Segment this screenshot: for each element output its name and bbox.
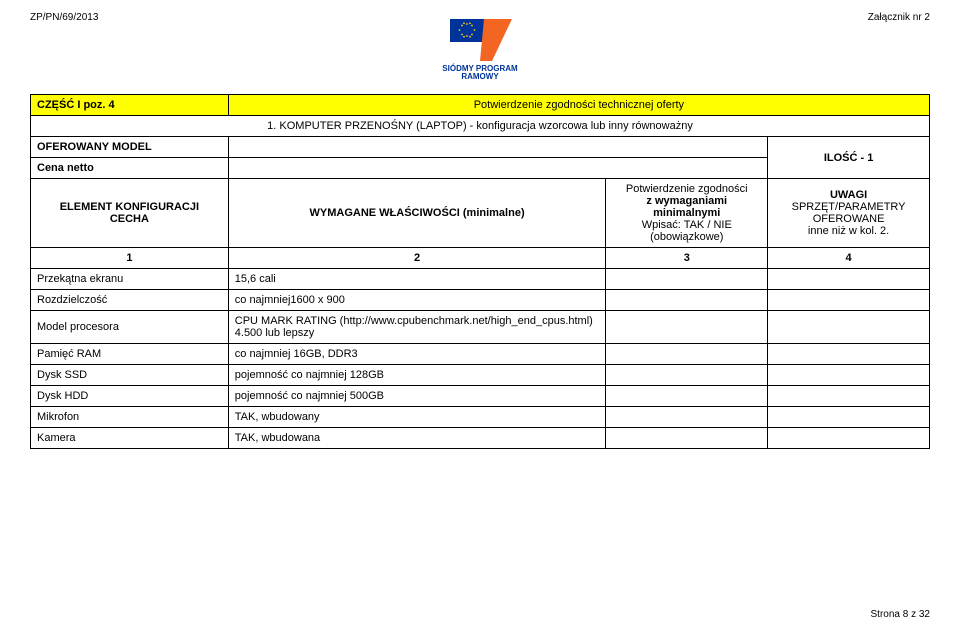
hdr-3: Potwierdzenie zgodności z wymaganiami mi… — [606, 179, 768, 248]
logo-block: SIÓDMY PROGRAM RAMOWY — [30, 17, 930, 84]
qty-label: ILOŚĆ - 1 — [768, 137, 930, 179]
row-notes-input[interactable] — [768, 407, 930, 428]
colnum-row: 1 2 3 4 — [31, 248, 930, 269]
offered-row: OFEROWANY MODEL ILOŚĆ - 1 — [31, 137, 930, 158]
offered-model-label: OFEROWANY MODEL — [31, 137, 229, 158]
row-confirm-input[interactable] — [606, 407, 768, 428]
offered-model-input[interactable] — [228, 137, 767, 158]
logo-text-2: RAMOWY — [435, 73, 525, 81]
row-label: Model procesora — [31, 311, 229, 344]
hdr-2: WYMAGANE WŁAŚCIWOŚCI (minimalne) — [228, 179, 606, 248]
part-label: CZĘŚĆ I poz. 4 — [31, 95, 229, 116]
row-notes-input[interactable] — [768, 344, 930, 365]
row-label: Przekątna ekranu — [31, 269, 229, 290]
row-label: Dysk HDD — [31, 386, 229, 407]
page-footer: Strona 8 z 32 — [871, 609, 930, 620]
fp7-logo-icon: SIÓDMY PROGRAM RAMOWY — [435, 17, 525, 81]
row-label: Rozdzielczość — [31, 290, 229, 311]
subtitle-row: 1. KOMPUTER PRZENOŚNY (LAPTOP) - konfigu… — [31, 116, 930, 137]
hdr-3-l2: z wymaganiami minimalnymi — [612, 195, 761, 219]
netto-label: Cena netto — [31, 158, 229, 179]
hdr-4: UWAGI SPRZĘT/PARAMETRY OFEROWANE inne ni… — [768, 179, 930, 248]
attachment-label: Załącznik nr 2 — [868, 12, 930, 23]
subtitle: 1. KOMPUTER PRZENOŚNY (LAPTOP) - konfigu… — [31, 116, 930, 137]
doc-ref: ZP/PN/69/2013 — [30, 12, 98, 23]
row-label: Mikrofon — [31, 407, 229, 428]
hdr-4-l3: inne niż w kol. 2. — [774, 225, 923, 237]
row-notes-input[interactable] — [768, 269, 930, 290]
netto-input[interactable] — [228, 158, 767, 179]
hdr-1-l1: ELEMENT KONFIGURACJI — [37, 201, 222, 213]
row-notes-input[interactable] — [768, 311, 930, 344]
row-confirm-input[interactable] — [606, 311, 768, 344]
section-row: CZĘŚĆ I poz. 4 Potwierdzenie zgodności t… — [31, 95, 930, 116]
row-confirm-input[interactable] — [606, 290, 768, 311]
row-confirm-input[interactable] — [606, 344, 768, 365]
row-notes-input[interactable] — [768, 386, 930, 407]
table-row: MikrofonTAK, wbudowany — [31, 407, 930, 428]
row-notes-input[interactable] — [768, 290, 930, 311]
colnum-3: 3 — [606, 248, 768, 269]
hdr-4-l2: SPRZĘT/PARAMETRY OFEROWANE — [774, 201, 923, 225]
table-row: Dysk SSDpojemność co najmniej 128GB — [31, 365, 930, 386]
row-notes-input[interactable] — [768, 365, 930, 386]
colnum-4: 4 — [768, 248, 930, 269]
row-label: Pamięć RAM — [31, 344, 229, 365]
colnum-1: 1 — [31, 248, 229, 269]
section-title: Potwierdzenie zgodności technicznej ofer… — [228, 95, 929, 116]
spec-table: CZĘŚĆ I poz. 4 Potwierdzenie zgodności t… — [30, 94, 930, 449]
row-req: pojemność co najmniej 500GB — [228, 386, 606, 407]
header-row: ELEMENT KONFIGURACJI CECHA WYMAGANE WŁAŚ… — [31, 179, 930, 248]
row-notes-input[interactable] — [768, 428, 930, 449]
row-req: CPU MARK RATING (http://www.cpubenchmark… — [228, 311, 606, 344]
row-confirm-input[interactable] — [606, 428, 768, 449]
row-confirm-input[interactable] — [606, 386, 768, 407]
row-confirm-input[interactable] — [606, 269, 768, 290]
hdr-4-l1: UWAGI — [774, 189, 923, 201]
table-row: Model procesoraCPU MARK RATING (http://w… — [31, 311, 930, 344]
table-row: Rozdzielczośćco najmniej1600 x 900 — [31, 290, 930, 311]
table-row: Dysk HDDpojemność co najmniej 500GB — [31, 386, 930, 407]
row-req: pojemność co najmniej 128GB — [228, 365, 606, 386]
row-req: TAK, wbudowana — [228, 428, 606, 449]
colnum-2: 2 — [228, 248, 606, 269]
hdr-3-l3: Wpisać: TAK / NIE (obowiązkowe) — [612, 219, 761, 243]
row-label: Dysk SSD — [31, 365, 229, 386]
table-row: Przekątna ekranu15,6 cali — [31, 269, 930, 290]
row-req: 15,6 cali — [228, 269, 606, 290]
row-label: Kamera — [31, 428, 229, 449]
hdr-1: ELEMENT KONFIGURACJI CECHA — [31, 179, 229, 248]
hdr-3-l1: Potwierdzenie zgodności — [612, 183, 761, 195]
hdr-2-l1: WYMAGANE WŁAŚCIWOŚCI (minimalne) — [235, 207, 600, 219]
table-row: KameraTAK, wbudowana — [31, 428, 930, 449]
hdr-1-l2: CECHA — [37, 213, 222, 225]
row-confirm-input[interactable] — [606, 365, 768, 386]
table-row: Pamięć RAMco najmniej 16GB, DDR3 — [31, 344, 930, 365]
row-req: co najmniej1600 x 900 — [228, 290, 606, 311]
row-req: co najmniej 16GB, DDR3 — [228, 344, 606, 365]
row-req: TAK, wbudowany — [228, 407, 606, 428]
